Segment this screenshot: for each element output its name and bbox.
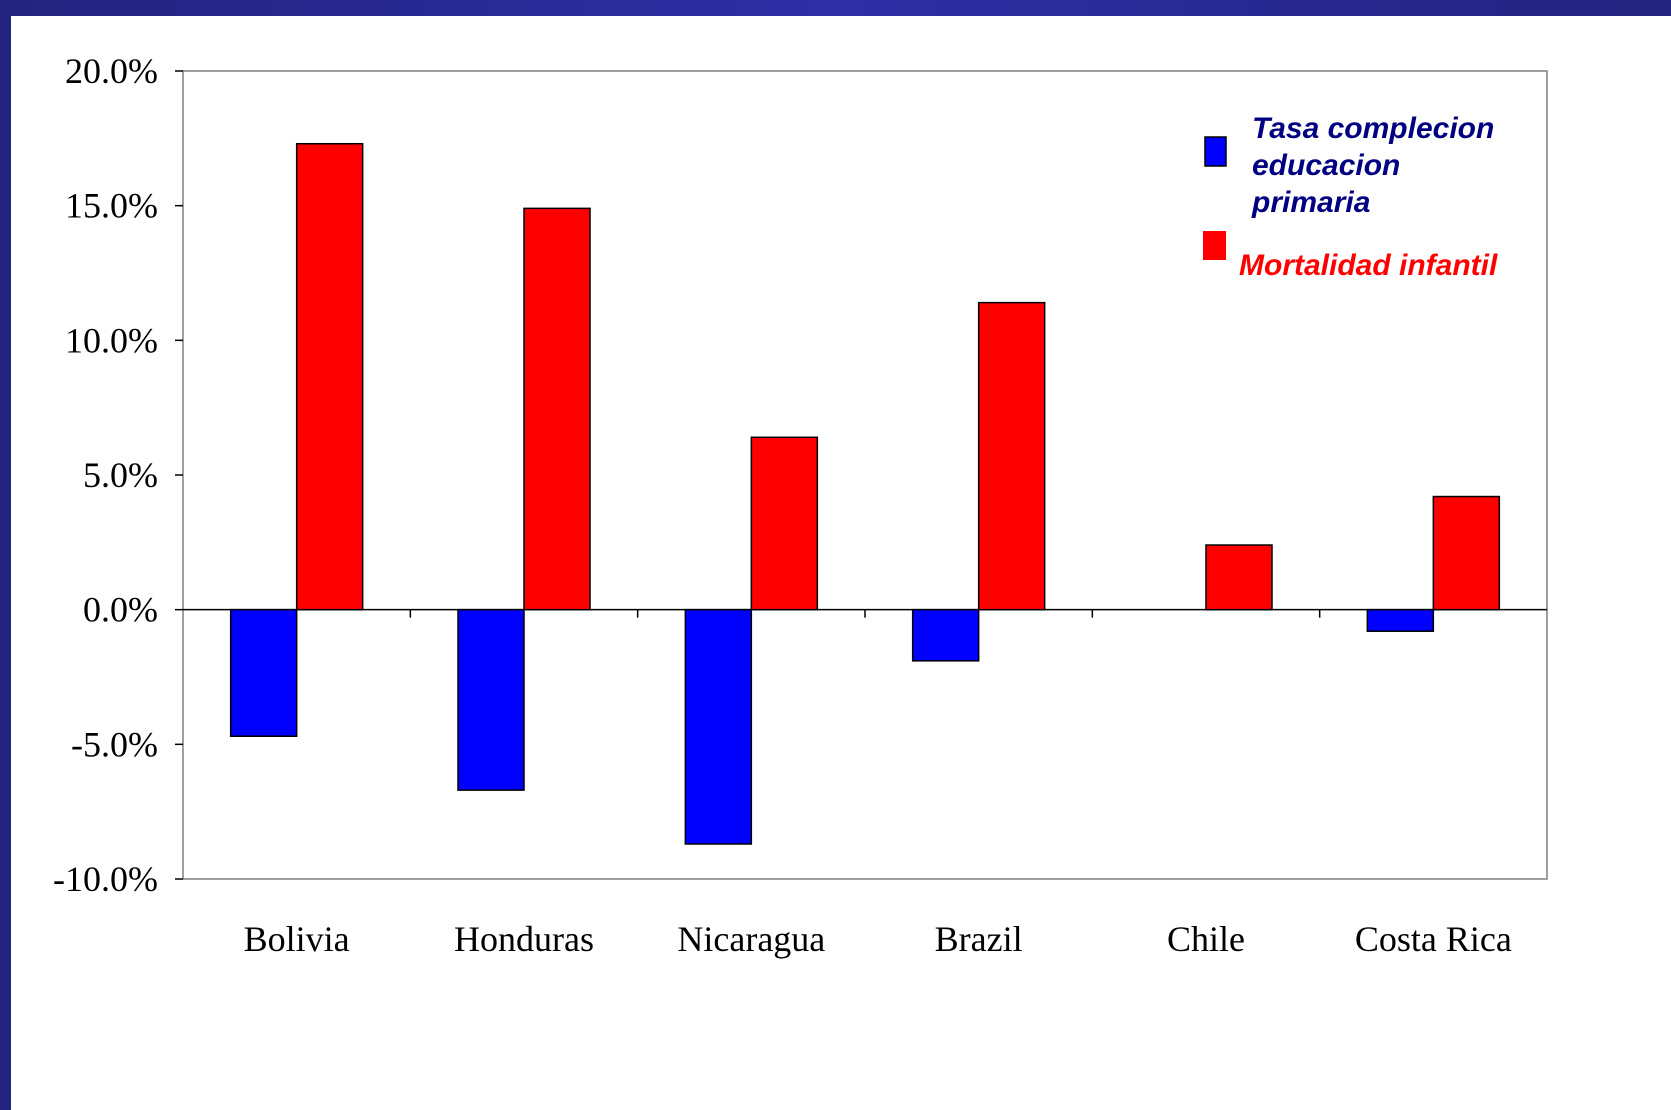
plot-border <box>182 70 1548 880</box>
legend-swatch-educacion <box>1204 136 1227 167</box>
bar-mortalidad-costa-rica <box>1432 495 1501 611</box>
bar-educacion-nicaragua <box>684 608 753 845</box>
bars-group <box>229 142 1501 845</box>
x-tick-label: Honduras <box>454 919 594 959</box>
legend-swatch-mortalidad <box>1203 231 1226 260</box>
bar-mortalidad-bolivia <box>295 142 364 611</box>
bar-educacion-honduras <box>457 608 525 791</box>
plot-area <box>175 70 1548 880</box>
legend-label-educacion: primaria <box>1251 186 1370 219</box>
y-tick-label: -5.0% <box>71 724 158 764</box>
x-tick-label: Costa Rica <box>1355 919 1512 959</box>
y-axis-tick-labels: 20.0% 15.0% 10.0% 5.0% 0.0% -5.0% -10.0% <box>53 51 158 899</box>
legend-label-mortalidad: Mortalidad infantil <box>1239 249 1498 282</box>
x-tick-label: Chile <box>1167 919 1245 959</box>
y-tick-label: 15.0% <box>65 186 158 226</box>
bar-mortalidad-brazil <box>977 301 1046 611</box>
y-tick-label: 0.0% <box>83 590 158 630</box>
bar-educacion-bolivia <box>229 608 298 738</box>
y-tick-label: -10.0% <box>53 859 158 899</box>
bar-educacion-costa-rica <box>1366 608 1435 632</box>
y-tick-label: 5.0% <box>83 455 158 495</box>
y-tick-label: 10.0% <box>65 320 158 360</box>
x-tick-label: Nicaragua <box>677 919 825 959</box>
x-axis-tick-labels: Bolivia Honduras Nicaragua Brazil Chile Costa… <box>244 919 1512 959</box>
x-tick-label: Bolivia <box>244 919 350 959</box>
x-tick-label: Brazil <box>935 919 1023 959</box>
legend-label-educacion: educacion <box>1252 149 1400 182</box>
legend-label-educacion: Tasa complecion <box>1252 112 1494 145</box>
bar-educacion-brazil <box>911 608 980 662</box>
bar-mortalidad-nicaragua <box>750 436 819 611</box>
bar-mortalidad-honduras <box>523 207 591 611</box>
bar-mortalidad-chile <box>1205 544 1273 611</box>
y-tick-label: 20.0% <box>65 51 158 91</box>
legend: Tasa complecion educacion primaria Mortalid… <box>1203 112 1498 282</box>
